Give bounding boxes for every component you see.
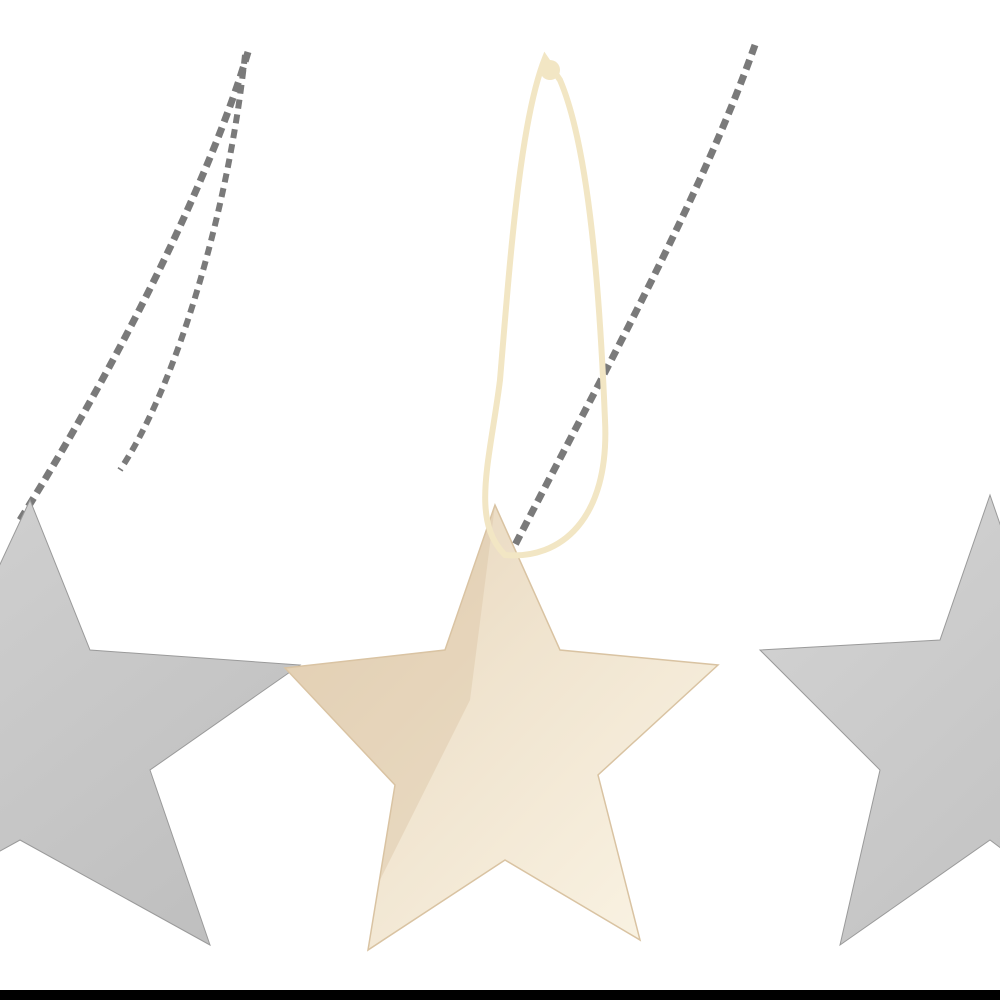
wooden-star-shade xyxy=(285,505,495,880)
left-grey-star xyxy=(0,498,302,947)
right-grey-star xyxy=(758,493,1000,947)
cord-knot xyxy=(540,60,560,80)
left-grey-cord xyxy=(17,51,252,522)
bottom-bar xyxy=(0,990,1000,1000)
beige-hanging-cord xyxy=(482,51,609,559)
wooden-star xyxy=(283,502,720,952)
right-grey-cord xyxy=(117,43,759,547)
